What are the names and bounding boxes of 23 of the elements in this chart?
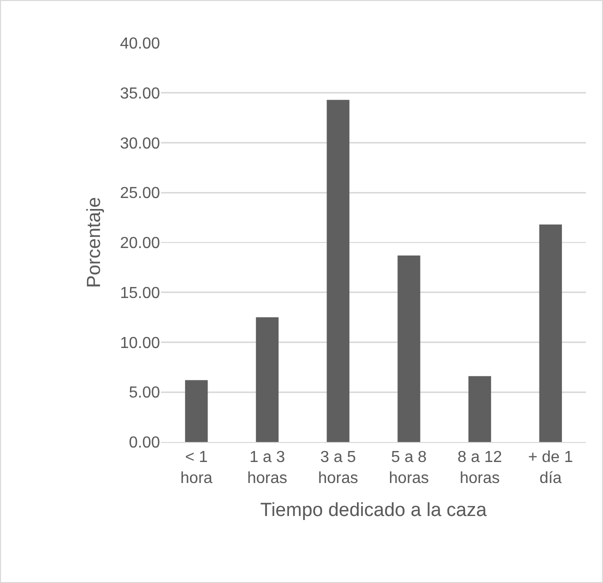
x-tick-label: 8 a 12 horas — [458, 449, 502, 487]
y-tick-label: 35.00 — [120, 85, 160, 102]
x-axis-title: Tiempo dedicado a la caza — [260, 500, 488, 521]
y-tick-label: 15.00 — [120, 284, 160, 302]
x-tick-label: < 1 hora — [180, 449, 213, 487]
bar — [326, 100, 350, 442]
y-axis-title: Porcentaje — [84, 197, 105, 288]
bar — [256, 317, 279, 442]
y-tick-label: 10.00 — [120, 334, 160, 352]
y-tick-label: 20.00 — [120, 235, 160, 252]
bar — [398, 255, 420, 442]
y-tick-label: 5.00 — [128, 384, 160, 402]
x-tick-label: 1 a 3 horas — [247, 449, 288, 487]
y-tick-label: 40.00 — [120, 36, 160, 53]
y-tick-label: 25.00 — [120, 185, 160, 202]
y-tick-label: 0.00 — [128, 434, 160, 452]
x-tick-label: + de 1 día — [528, 449, 574, 487]
x-tick-label: 5 a 8 horas — [388, 449, 429, 487]
x-tick-label: 3 a 5 horas — [318, 449, 358, 487]
bar — [468, 376, 492, 442]
bar — [185, 380, 208, 442]
y-tick-label: 30.00 — [120, 135, 160, 152]
bar — [539, 224, 562, 442]
